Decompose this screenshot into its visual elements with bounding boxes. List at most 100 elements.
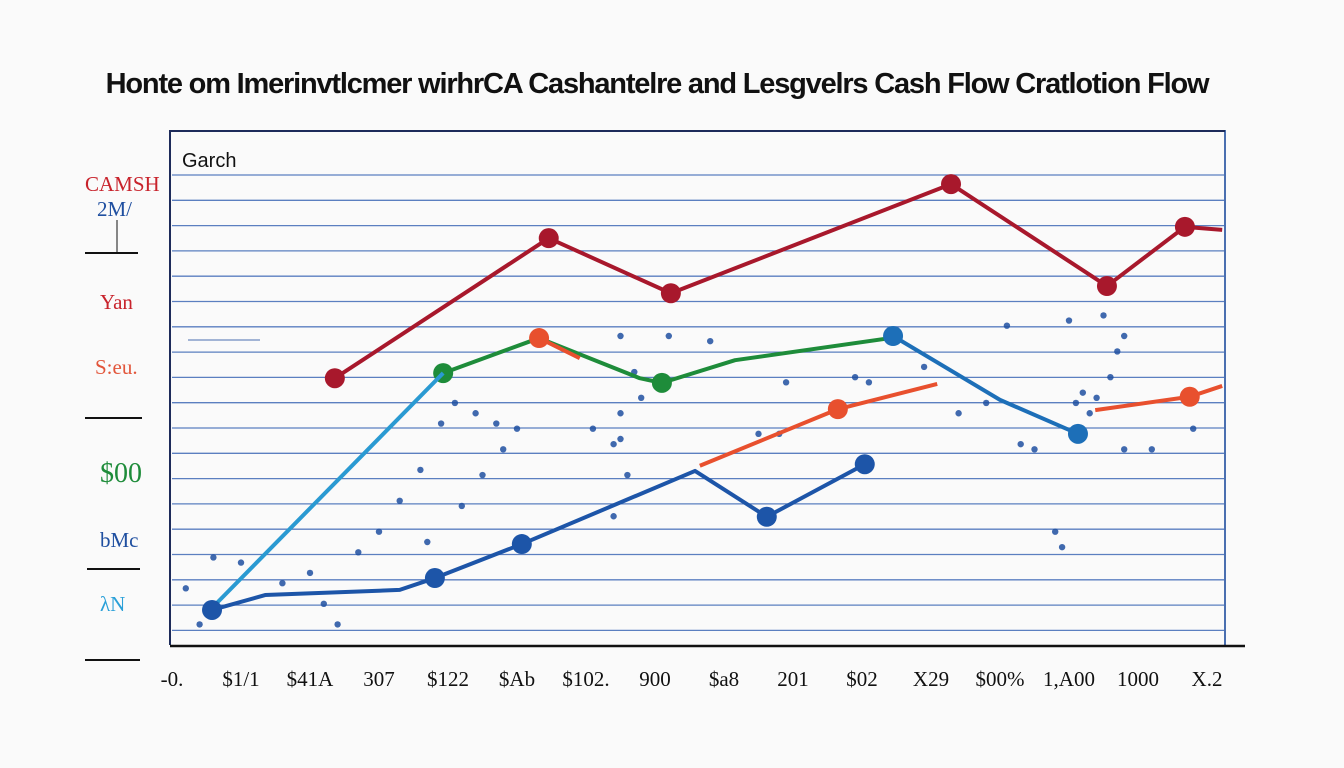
scatter-point — [472, 410, 479, 417]
scatter-point — [1107, 374, 1114, 381]
data-point — [756, 506, 777, 527]
x-tick-label: -0. — [161, 667, 184, 691]
scatter-point — [617, 410, 624, 417]
scatter-point — [210, 554, 217, 561]
scatter-point — [396, 497, 403, 504]
chart-title: Honte om Imerinvtlcmer wirhrCA Cashantel… — [105, 68, 1210, 100]
scatter-point — [1058, 543, 1066, 551]
series-line — [211, 462, 866, 612]
scatter-point — [451, 399, 459, 407]
data-point — [1067, 423, 1088, 444]
scatter-point — [665, 332, 672, 340]
scatter-point — [320, 600, 327, 607]
scatter-point — [1121, 446, 1128, 453]
scatter-point — [865, 379, 873, 386]
x-tick-label: 1000 — [1117, 667, 1159, 691]
x-tick-label: 1,A00 — [1043, 667, 1095, 691]
x-tick-label: X.2 — [1192, 667, 1223, 691]
scatter-point — [513, 425, 521, 432]
x-tick-label: $00% — [976, 667, 1025, 691]
scatter-point — [983, 399, 990, 407]
x-tick-label: $Ab — [499, 667, 535, 691]
scatter-point — [237, 559, 245, 566]
scatter-point — [782, 379, 790, 386]
scatter-point — [196, 621, 203, 628]
scatter-point — [1072, 399, 1080, 407]
x-tick-label: 307 — [363, 667, 395, 691]
scatter-point — [1114, 348, 1121, 355]
y-tick-label: CAMSH — [85, 172, 160, 196]
scatter-point — [624, 471, 631, 479]
scatter-points — [182, 312, 1197, 628]
scatter-point — [1017, 440, 1024, 448]
scatter-point — [1121, 332, 1128, 340]
data-point — [424, 568, 445, 589]
scatter-point — [955, 410, 962, 417]
data-point — [202, 599, 223, 620]
x-tick-label: X29 — [913, 667, 949, 691]
x-tick-label: 201 — [777, 667, 809, 691]
data-point — [1179, 386, 1200, 407]
x-tick-label: $02 — [846, 667, 878, 691]
y-tick-label: Yan — [100, 290, 133, 314]
scatter-point — [617, 332, 624, 340]
scatter-point — [1065, 317, 1073, 324]
gridlines — [172, 174, 1224, 632]
legend-label: Garch — [182, 150, 236, 172]
scatter-point — [920, 363, 928, 371]
scatter-point — [1100, 312, 1107, 319]
scatter-point — [1052, 528, 1059, 535]
data-point — [854, 454, 875, 475]
x-tick-label: 900 — [639, 667, 671, 691]
scatter-point — [479, 471, 486, 479]
scatter-point — [375, 528, 383, 535]
scatter-point — [437, 420, 445, 427]
data-point — [1174, 216, 1195, 237]
data-point — [324, 368, 345, 389]
scatter-point — [1190, 425, 1197, 432]
x-tick-label: $1/1 — [222, 667, 259, 691]
scatter-point — [589, 425, 597, 432]
scatter-point — [617, 435, 624, 443]
scatter-point — [306, 569, 314, 577]
x-tick-label: $a8 — [709, 667, 739, 691]
scatter-point — [1079, 389, 1087, 396]
data-point — [883, 326, 904, 346]
scatter-point — [1148, 446, 1156, 453]
scatter-point — [334, 621, 341, 628]
scatter-point — [707, 337, 714, 345]
scatter-point — [610, 440, 617, 448]
scatter-point — [610, 513, 617, 520]
x-tick-labels: -0. $1/1 $41A 307 $122 $Ab $102. 900 $a8 201 $02 X2… — [161, 667, 1223, 691]
series-line — [1094, 384, 1223, 413]
series-line — [892, 334, 1079, 436]
scatter-point — [638, 394, 645, 401]
scatter-point — [851, 374, 859, 381]
y-tick-label: 2M/ — [97, 197, 133, 221]
scatter-point — [1093, 394, 1100, 401]
scatter-point — [424, 538, 431, 546]
scatter-point — [355, 549, 362, 556]
scatter-point — [1003, 322, 1011, 329]
series-line — [333, 182, 1223, 380]
x-tick-label: $122 — [427, 667, 469, 691]
scatter-point — [417, 466, 424, 474]
data-point — [651, 372, 672, 393]
scatter-point — [493, 420, 500, 427]
scatter-point — [1086, 410, 1093, 417]
data-point — [1096, 276, 1117, 297]
scatter-point — [1031, 446, 1038, 453]
series-line — [208, 371, 445, 612]
data-point — [941, 174, 962, 195]
series-line — [442, 336, 891, 385]
x-tick-label: $102. — [562, 667, 609, 691]
scatter-point — [500, 446, 507, 453]
data-point — [529, 328, 550, 349]
y-tick-label: S:eu. — [95, 355, 138, 379]
y-tick-label: λN — [100, 592, 126, 616]
y-tick-label: bMc — [100, 528, 139, 552]
data-point — [827, 399, 848, 420]
data-point — [511, 534, 532, 555]
scatter-point — [755, 430, 762, 438]
